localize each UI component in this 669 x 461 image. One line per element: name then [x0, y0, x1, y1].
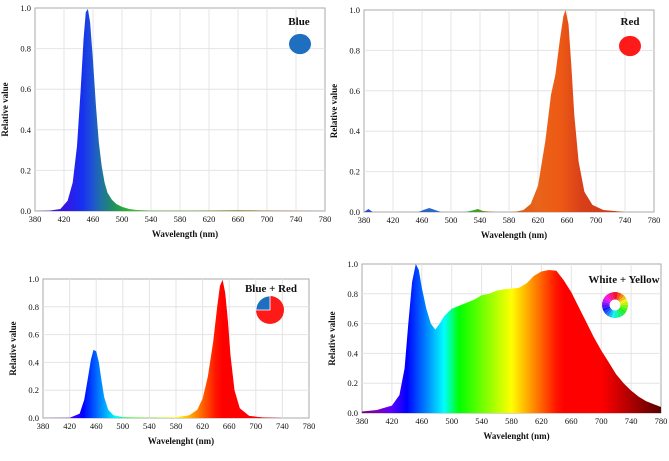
- y-tick-label: 1.0: [349, 5, 360, 15]
- y-tick-label: 0.6: [349, 86, 360, 96]
- y-tick-label: 0.0: [349, 207, 360, 217]
- x-tick-label: 460: [87, 214, 100, 224]
- x-tick-label: 620: [535, 416, 548, 426]
- x-tick-label: 380: [356, 416, 369, 426]
- y-tick-label: 0.2: [20, 165, 31, 175]
- pie-swatch-icon: [255, 295, 284, 324]
- chart-panel-3: 380 420 460 500 540 580 620 660 700 740 780 0.0 0.2 0…: [8, 274, 315, 446]
- chart-panel-4: 380 420 460 500 540 580 620 660 700 740 780 0.0 0.2 0…: [327, 259, 667, 441]
- x-tick-label: 540: [145, 214, 158, 224]
- x-tick-label: 420: [63, 421, 76, 431]
- chart-title: Blue + Red: [245, 283, 297, 295]
- x-axis-title: Wavelenght (nm): [483, 431, 549, 441]
- x-tick-label: 500: [445, 215, 458, 225]
- x-tick-label: 780: [303, 421, 316, 431]
- x-tick-label: 380: [358, 215, 371, 225]
- chart-title: White + Yellow: [588, 274, 659, 286]
- x-tick-label: 740: [625, 416, 638, 426]
- x-tick-label: 700: [590, 215, 603, 225]
- x-tick-label: 660: [565, 416, 578, 426]
- x-tick-label: 700: [249, 421, 262, 431]
- chart-panel-2: 380 420 460 500 540 580 620 660 700 740 780 0.0 0.2 0…: [329, 5, 660, 240]
- x-tick-label: 460: [415, 416, 428, 426]
- y-tick-label: 0.2: [347, 378, 358, 388]
- y-tick-label: 0.8: [347, 289, 358, 299]
- y-tick-label: 0.4: [347, 348, 358, 358]
- x-tick-label: 580: [503, 215, 516, 225]
- x-tick-label: 420: [58, 214, 71, 224]
- x-tick-label: 740: [276, 421, 289, 431]
- x-tick-label: 620: [196, 421, 209, 431]
- x-tick-label: 380: [37, 421, 50, 431]
- y-axis-title: Relative value: [0, 82, 10, 136]
- x-axis-title: Wavelength (nm): [152, 229, 218, 239]
- chart-title: Red: [621, 16, 640, 28]
- y-tick-label: 0.4: [349, 126, 360, 136]
- x-tick-label: 660: [223, 421, 236, 431]
- x-tick-label: 460: [416, 215, 429, 225]
- y-tick-label: 0.2: [28, 385, 39, 395]
- chart-title: Blue: [288, 16, 310, 28]
- color-wheel-icon: [602, 292, 628, 318]
- y-tick-label: 0.8: [20, 44, 31, 54]
- y-axis-title: Relative value: [327, 311, 337, 365]
- y-tick-label: 0.0: [20, 206, 31, 216]
- y-tick-label: 0.4: [28, 357, 39, 367]
- x-tick-label: 420: [387, 215, 400, 225]
- chart-panel-1: 380 420 460 500 540 580 620 660 700 740 780 0.0 0.2 0…: [0, 3, 331, 239]
- y-tick-label: 0.0: [28, 413, 39, 423]
- y-tick-label: 0.6: [28, 330, 39, 340]
- y-tick-label: 0.8: [349, 45, 360, 55]
- color-swatch-icon: [619, 35, 641, 57]
- x-tick-label: 780: [319, 214, 332, 224]
- y-tick-label: 0.2: [349, 167, 360, 177]
- x-tick-label: 500: [116, 214, 129, 224]
- y-tick-label: 1.0: [347, 259, 358, 269]
- x-tick-label: 660: [232, 214, 245, 224]
- x-tick-label: 420: [386, 416, 399, 426]
- x-tick-label: 500: [445, 416, 458, 426]
- x-tick-label: 780: [648, 215, 661, 225]
- x-tick-label: 700: [261, 214, 274, 224]
- x-tick-label: 540: [474, 215, 487, 225]
- x-tick-label: 620: [203, 214, 216, 224]
- color-swatch-icon: [289, 33, 311, 55]
- x-tick-label: 380: [29, 214, 42, 224]
- series-area-blue: [35, 9, 325, 211]
- x-tick-label: 540: [475, 416, 488, 426]
- x-tick-label: 780: [655, 416, 668, 426]
- x-axis-title: Wavelength (nm): [481, 230, 547, 240]
- y-axis-title: Relative value: [329, 84, 339, 138]
- y-tick-label: 0.0: [347, 408, 358, 418]
- x-tick-label: 540: [143, 421, 156, 431]
- x-tick-label: 580: [505, 416, 518, 426]
- y-tick-label: 1.0: [28, 274, 39, 284]
- x-tick-label: 620: [532, 215, 545, 225]
- x-tick-label: 580: [170, 421, 183, 431]
- x-tick-label: 460: [90, 421, 103, 431]
- x-tick-label: 740: [290, 214, 303, 224]
- x-tick-label: 700: [595, 416, 608, 426]
- x-axis-title: Wavelenght (nm): [148, 436, 214, 446]
- y-axis-title: Relative value: [8, 321, 18, 375]
- y-tick-label: 0.6: [20, 84, 31, 94]
- x-tick-label: 500: [116, 421, 129, 431]
- y-tick-label: 0.4: [20, 125, 31, 135]
- x-tick-label: 740: [619, 215, 632, 225]
- y-tick-label: 0.6: [347, 319, 358, 329]
- x-tick-label: 580: [174, 214, 187, 224]
- x-tick-label: 660: [561, 215, 574, 225]
- y-tick-label: 1.0: [20, 3, 31, 13]
- series-area-white-yellow: [362, 264, 661, 413]
- y-tick-label: 0.8: [28, 302, 39, 312]
